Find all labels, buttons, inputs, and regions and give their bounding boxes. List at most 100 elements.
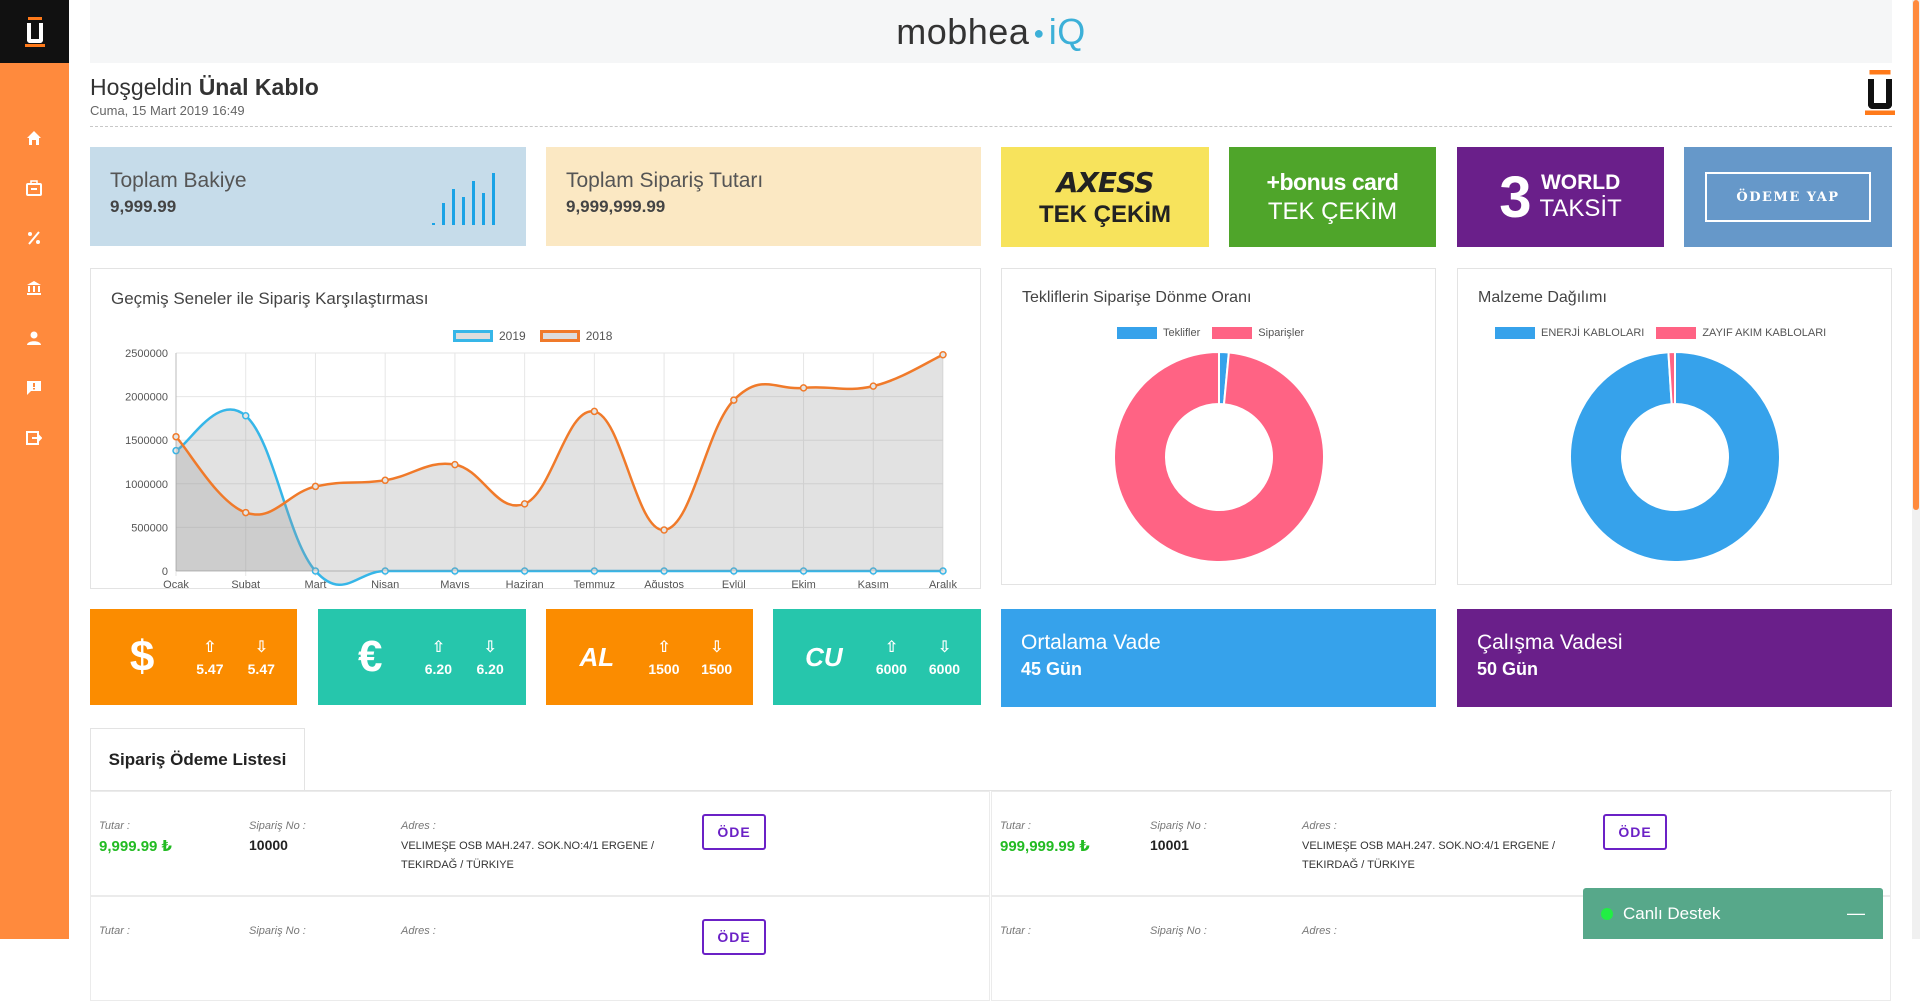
legend-label-weak-current[interactable]: ZAYIF AKIM KABLOLARI — [1702, 327, 1827, 339]
data-point-2018 — [311, 482, 320, 491]
x-tick-label: Aralık — [929, 579, 958, 588]
donut-slice-0 — [1569, 350, 1781, 563]
order-amount: 9,999.99 ₺ — [99, 838, 172, 855]
arrow-up-icon: ⇧ — [203, 639, 217, 656]
x-tick-label: Ağustos — [644, 579, 684, 588]
address-label: Adres : — [1302, 820, 1337, 832]
legend-swatch-2019 — [453, 330, 493, 342]
home-icon[interactable] — [24, 128, 44, 148]
legend-swatch-energy — [1495, 327, 1535, 339]
order-address: VELIMEŞE OSB MAH.247. SOK.NO:4/1 ERGENE … — [1302, 840, 1556, 871]
world-card[interactable]: 3 WORLD TAKSİT — [1457, 147, 1664, 247]
balance-value: 9,999.99 — [110, 197, 177, 216]
pay-card: ÖDEME YAP — [1684, 147, 1892, 247]
live-support-label: Canlı Destek — [1623, 903, 1721, 923]
eur-sell-rate: 6.20 — [476, 661, 504, 677]
bank-icon[interactable] — [24, 278, 44, 298]
comparison-chart-legend: 2019 2018 — [453, 329, 612, 343]
amount-label: Tutar : — [99, 925, 130, 937]
axess-logo: AXESS — [1056, 165, 1155, 199]
order-no-label: Sipariş No : — [1150, 925, 1207, 937]
usd-sell-rate: 5.47 — [247, 661, 275, 677]
legend-label-2019[interactable]: 2019 — [499, 329, 526, 343]
top-bar: mobhea ● iQ — [90, 0, 1892, 63]
percent-icon[interactable] — [24, 228, 44, 248]
material-chart-title: Malzeme Dağılımı — [1478, 289, 1607, 306]
eur-symbol: € — [358, 632, 383, 681]
conversion-donut-chart — [1113, 350, 1325, 563]
series-area-2018 — [176, 354, 943, 571]
address-label: Adres : — [401, 820, 436, 832]
arrow-up-icon: ⇧ — [431, 639, 446, 656]
company-logo[interactable] — [0, 0, 69, 63]
minimize-icon[interactable]: — — [1847, 903, 1865, 923]
average-term-value: 45 Gün — [1021, 659, 1083, 679]
pay-order-button[interactable]: ÖDE — [702, 919, 766, 955]
bonus-subtitle: TEK ÇEKİM — [1267, 197, 1398, 225]
tab-order-payment-list[interactable]: Sipariş Ödeme Listesi — [90, 728, 305, 790]
user-icon[interactable] — [24, 328, 44, 348]
y-tick-label: 500000 — [131, 522, 168, 534]
bonus-logo: +bonus card — [1266, 168, 1399, 195]
donut-slice-1 — [1113, 350, 1325, 563]
comparison-line-chart: 0 500000 1000000 1500000 2000000 2500000 Ocak Ş… — [125, 348, 958, 588]
arrow-up-icon: ⇧ — [884, 639, 899, 656]
order-no-label: Sipariş No : — [249, 925, 306, 937]
y-tick-label: 2500000 — [125, 348, 168, 360]
legend-label-2018[interactable]: 2018 — [585, 329, 613, 343]
page-scrollbar[interactable] — [1912, 0, 1920, 939]
comparison-chart-title: Geçmiş Seneler ile Sipariş Karşılaştırma… — [111, 289, 429, 308]
data-point-2019 — [172, 446, 180, 455]
balance-title: Toplam Bakiye — [110, 169, 247, 192]
order-number: 10000 — [249, 837, 288, 853]
data-point-2019 — [869, 567, 878, 575]
pay-order-button[interactable]: ÖDE — [1603, 814, 1667, 850]
legend-swatch-siparisler — [1212, 327, 1253, 339]
message-icon[interactable] — [24, 378, 44, 398]
arrow-down-icon: ⇩ — [937, 639, 952, 656]
copper-buy-rate: 6000 — [875, 661, 907, 677]
pay-now-button[interactable]: ÖDEME YAP — [1705, 172, 1871, 222]
order-amount: 999,999.99 ₺ — [1000, 838, 1090, 855]
usd-symbol: $ — [129, 632, 155, 681]
usd-buy-rate: 5.47 — [196, 661, 224, 677]
data-point-2018 — [730, 396, 738, 404]
legend-label-siparisler[interactable]: Siparişler — [1258, 327, 1305, 339]
data-point-2019 — [311, 567, 320, 575]
data-point-2019 — [660, 567, 668, 575]
order-address: VELIMEŞE OSB MAH.247. SOK.NO:4/1 ERGENE … — [401, 840, 655, 871]
eur-buy-rate: 6.20 — [424, 661, 452, 677]
axess-card[interactable]: AXESS TEK ÇEKİM — [1001, 147, 1209, 247]
current-date: Cuma, 15 Mart 2019 16:49 — [90, 103, 245, 118]
live-support-widget[interactable]: Canlı Destek — — [1583, 888, 1883, 939]
x-tick-label: Ekim — [791, 579, 815, 588]
data-point-2018 — [590, 407, 599, 416]
x-tick-label: Kasım — [858, 579, 889, 588]
logout-icon[interactable] — [24, 428, 44, 448]
x-tick-label: Eylül — [722, 579, 746, 588]
divider — [90, 126, 1892, 127]
briefcase-icon[interactable] — [24, 178, 44, 198]
x-tick-label: Temmuz — [574, 579, 616, 588]
working-term-title: Çalışma Vadesi — [1477, 631, 1623, 654]
legend-label-energy[interactable]: ENERJİ KABLOLARI — [1541, 327, 1645, 339]
y-tick-label: 1000000 — [125, 479, 168, 491]
legend-swatch-2018 — [539, 330, 580, 342]
x-tick-label: Mart — [304, 579, 326, 588]
bar-chart-icon — [432, 173, 495, 225]
conversion-chart-legend: Teklifler Siparişler — [1117, 327, 1304, 339]
x-tick-label: Nisan — [371, 579, 399, 588]
bonus-card[interactable]: +bonus card TEK ÇEKİM — [1229, 147, 1436, 247]
address-label: Adres : — [401, 925, 436, 937]
data-point-2018 — [172, 432, 180, 441]
amount-label: Tutar : — [1000, 820, 1031, 832]
arrow-down-icon: ⇩ — [483, 639, 497, 656]
material-donut-chart — [1569, 350, 1781, 563]
data-point-2019 — [939, 567, 947, 575]
x-tick-label: Haziran — [506, 579, 544, 588]
data-point-2018 — [451, 460, 459, 469]
pay-order-button[interactable]: ÖDE — [702, 814, 766, 850]
legend-label-teklifler[interactable]: Teklifler — [1163, 327, 1201, 339]
comparison-chart-panel: Geçmiş Seneler ile Sipariş Karşılaştırma… — [90, 268, 981, 589]
sidebar — [0, 0, 69, 939]
